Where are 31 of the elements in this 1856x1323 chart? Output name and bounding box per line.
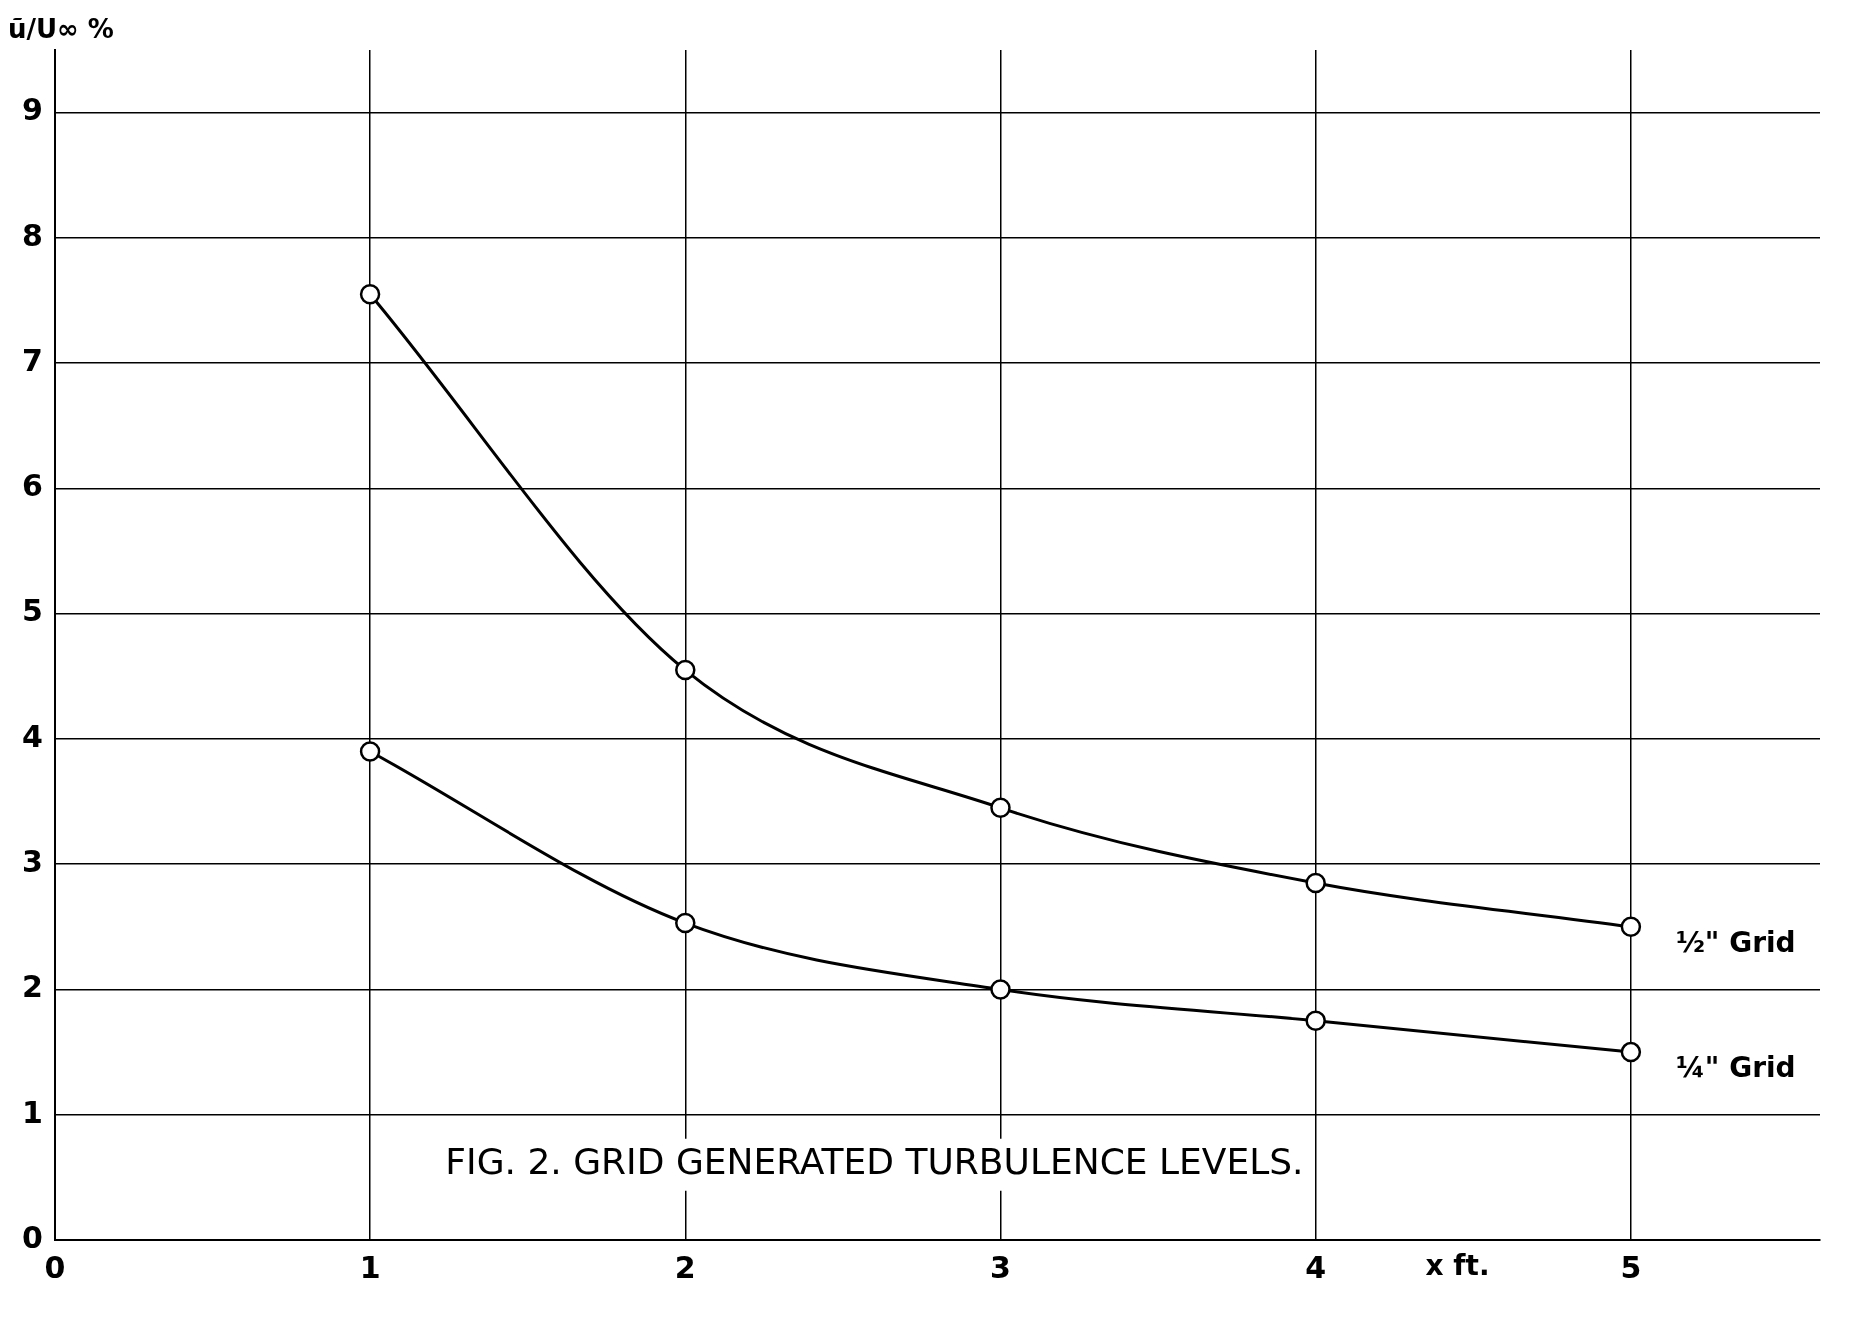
y-tick-label: 5 [22,593,43,629]
point [359,741,381,762]
x-tick-label: 1 [359,1249,381,1285]
y-tick-label: 1 [22,1094,43,1130]
series-label: ½" Grid [1675,926,1796,960]
y-tick-label: 0 [22,1219,43,1255]
x-tick-label: 5 [1620,1249,1642,1285]
series-label: ¼" Grid [1675,1051,1796,1085]
x-tick-label: 4 [1305,1249,1327,1285]
y-tick-label: 9 [22,92,43,128]
y-tick-label: 3 [22,844,43,880]
x-tick-label: 2 [674,1249,696,1285]
point [990,797,1011,819]
point [675,912,696,934]
point [359,284,381,305]
x-axis-title: x ft. [1425,1249,1490,1283]
x-tick-label: 3 [990,1249,1011,1285]
y-tick-label: 7 [22,342,43,378]
y-tick-label: 4 [22,718,43,754]
point [1305,1010,1326,1032]
y-axis-title: ũ/U∞ % [8,13,114,44]
point [1620,1041,1642,1063]
y-tick-label: 6 [22,468,43,504]
y-tick-label: 2 [22,969,43,1005]
x-tick-label: 0 [44,1249,66,1285]
point [675,659,696,681]
text: FIG. 2. GRID GENERATED TURBULENCE LEVELS. [445,1141,1304,1183]
point [990,979,1011,1000]
point [1305,872,1326,894]
y-tick-label: 8 [22,217,43,253]
point [1620,916,1642,938]
